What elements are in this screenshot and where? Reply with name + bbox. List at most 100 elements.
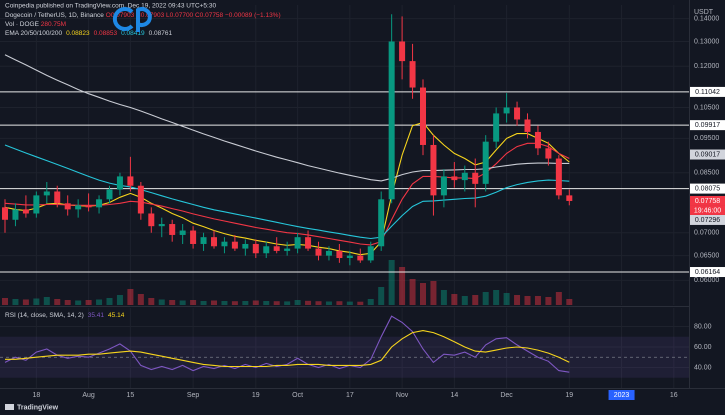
candle-body [33,195,40,214]
candle-body [263,246,270,254]
volume-bar [284,301,291,305]
volume-bar [420,283,426,305]
watermark-logo [112,7,152,32]
price-tag-label: 0.07758 [695,198,720,205]
y-tick-label: 0.12000 [694,63,719,70]
candle-body [461,172,468,181]
volume-bar [169,300,176,305]
countdown-box [690,205,725,215]
x-tick-label: Oct [292,392,303,399]
volume-bar [54,299,61,305]
plot-layer: 0.14000 0.13000 0.12000 0.10500 0.09500 0.085… [0,5,719,388]
candle-body [284,248,291,251]
volume-bar [534,296,541,305]
volume-bar [22,299,29,305]
volume-bar [430,281,437,305]
candle-body [367,246,374,261]
y-tick-label: 0.06500 [694,252,719,259]
x-tick-label: 19 [252,392,260,399]
volume-bar [514,295,521,305]
candle-body [420,87,426,145]
volume-bar [137,294,144,305]
price-tag-label: 0.09017 [695,151,720,158]
candle-body [472,172,479,184]
legend-value: 0.08419 [121,30,145,37]
x-tick-label: 19 [565,392,573,399]
candle-body [273,246,280,251]
candle-body [54,191,61,204]
volume-bar [96,299,103,305]
volume-bar [399,267,406,305]
x-tick-label: Nov [396,392,409,399]
y-tick-label: 80.00 [694,323,712,330]
volume-bar [221,301,228,305]
candle-body [22,209,29,214]
volume-bar [116,295,123,305]
x-tick-label: 17 [346,392,354,399]
candle-body [43,191,50,196]
candle-body [252,243,259,254]
volume-bar [305,300,312,305]
candle-body [179,230,186,235]
candle-body [325,250,332,256]
rsi-line: RSI (14, close, SMA, 14, 2) 35.41 45.14 [5,312,125,319]
candle-body [242,243,249,249]
price-tag-label: 0.11042 [695,89,720,96]
ohlc-values: O0.07903 H0.07903 L0.07700 C0.07758 −0.0… [106,12,281,19]
candle-body [555,158,562,196]
price-tag-label: 0.08075 [695,185,720,192]
legend-value: 0.08823 [66,30,90,37]
candle-body [137,185,144,214]
volume-bar [273,301,280,305]
volume-line: Vol · DOGE 280.75M [5,21,66,28]
candle-body [200,237,207,244]
price-tag [690,120,725,131]
candle-body [409,61,416,88]
indicator-line [4,315,570,373]
candle-body [378,199,385,247]
price-tag [690,214,725,225]
y-tick-label: 0.08500 [694,170,719,177]
candle-body [493,113,500,142]
x-tick-label: 14 [450,392,458,399]
y-tick-label: 0.14000 [694,15,719,22]
x-tick-label: Sep [187,392,200,399]
volume-bar [242,301,249,305]
candle-body [524,119,531,132]
x-tick-label: Aug [82,392,95,399]
candle-body [169,224,176,235]
volume-value: 280.75M [41,21,66,28]
candle-body [451,176,458,181]
candle-body [64,203,71,210]
footer-brand: TradingView [17,404,59,411]
rsi-label: RSI (14, close, SMA, 14, 2) [5,312,84,319]
ema-label: EMA 20/50/100/200 [5,30,62,37]
candle-body [440,176,447,196]
candle-body [106,189,113,200]
price-tag-label: 0.07296 [695,217,720,224]
candle-body [357,255,364,261]
price-tag [690,183,725,194]
candle-body [545,148,552,159]
candle-body [294,237,301,249]
footer-icon [5,404,14,410]
candle-body [534,131,541,149]
footer-logo: TradingView [5,404,59,411]
x-tick-label: 2023 [614,392,630,399]
publish-line: Coinpedia published on TradingView.com, … [5,3,216,10]
volume-bar [461,296,468,305]
volume-bar [179,300,186,305]
indicator-line [5,330,570,368]
candle-body [503,107,510,114]
candle-body [12,209,19,220]
price-tag [690,195,725,206]
price-tag-label: 0.06164 [695,269,720,276]
volume-bar [148,298,155,305]
price-tag-label: 0.09917 [695,122,720,129]
volume-bar [85,300,92,305]
volume-bar [200,301,207,305]
legend-value: 0.08853 [94,30,118,37]
volume-bar [33,298,40,305]
volume-bar [315,301,322,305]
countdown: 19:46:00 [694,207,721,214]
